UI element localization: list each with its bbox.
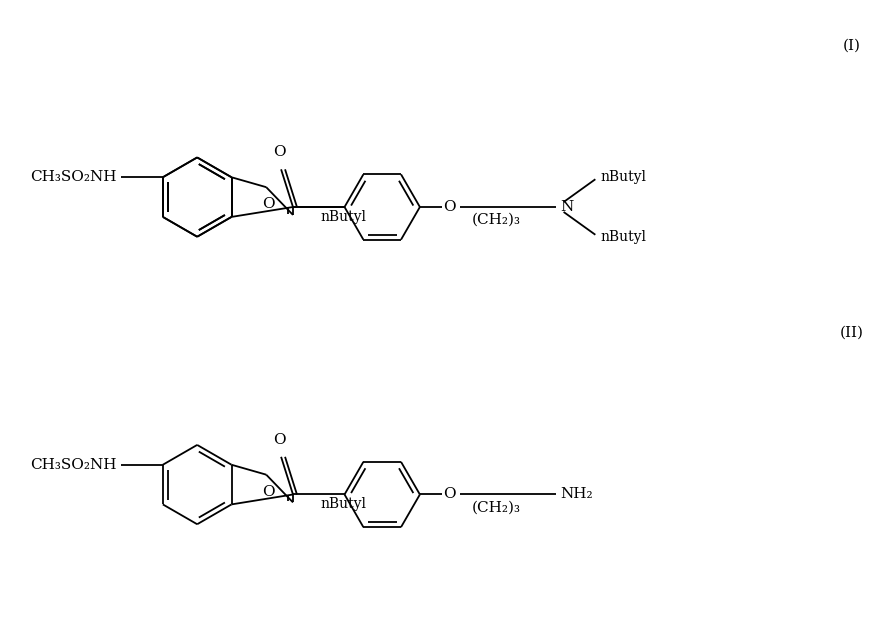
Text: O: O <box>273 145 285 159</box>
Text: NH₂: NH₂ <box>561 487 594 502</box>
Text: (CH₂)₃: (CH₂)₃ <box>472 500 521 514</box>
Text: (CH₂)₃: (CH₂)₃ <box>472 213 521 227</box>
Text: N: N <box>561 200 574 214</box>
Text: nButyl: nButyl <box>600 230 646 244</box>
Text: nButyl: nButyl <box>321 210 367 224</box>
Text: (I): (I) <box>842 39 860 53</box>
Text: O: O <box>443 200 456 214</box>
Text: nButyl: nButyl <box>600 170 646 185</box>
Text: O: O <box>273 433 285 447</box>
Text: O: O <box>262 485 274 498</box>
Text: nButyl: nButyl <box>321 498 367 511</box>
Text: (II): (II) <box>839 326 864 340</box>
Text: CH₃SO₂NH: CH₃SO₂NH <box>30 458 116 472</box>
Text: CH₃SO₂NH: CH₃SO₂NH <box>30 170 116 185</box>
Text: O: O <box>262 197 274 211</box>
Text: O: O <box>443 487 456 502</box>
